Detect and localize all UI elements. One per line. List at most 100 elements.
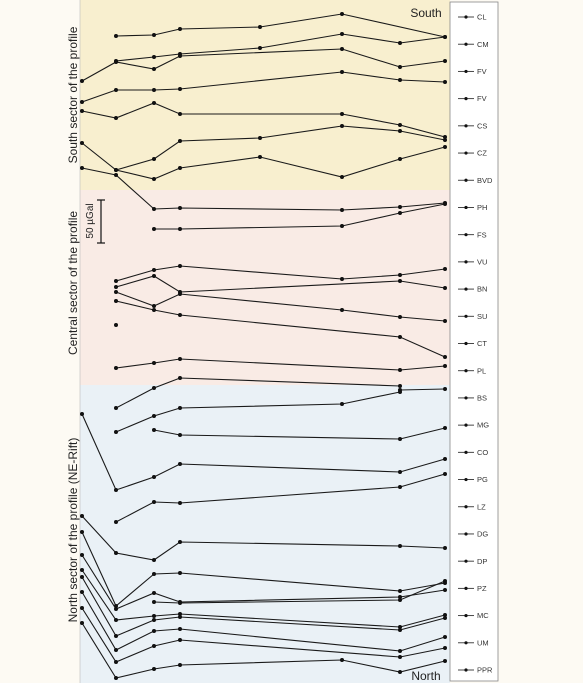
legend-entry: BVD	[458, 176, 493, 185]
data-point	[114, 660, 118, 664]
legend-label: FV	[477, 67, 487, 76]
data-point	[443, 646, 447, 650]
series-line	[115, 377, 401, 409]
data-point	[152, 629, 156, 633]
legend-marker	[464, 42, 468, 46]
data-point	[443, 145, 447, 149]
data-point	[398, 437, 402, 441]
series-line	[81, 554, 446, 610]
data-point	[443, 138, 447, 142]
series-24	[80, 553, 447, 611]
data-point	[398, 315, 402, 319]
legend-label: MC	[477, 611, 489, 620]
data-point	[152, 227, 156, 231]
legend-marker	[464, 586, 468, 590]
series-5	[80, 101, 447, 139]
legend-label: DP	[477, 557, 487, 566]
series-line	[115, 13, 446, 38]
central-sector-label: Central sector of the profile	[66, 211, 80, 355]
data-point	[443, 364, 447, 368]
data-point	[80, 568, 84, 572]
data-point	[178, 166, 182, 170]
data-point	[178, 501, 182, 505]
data-point	[114, 488, 118, 492]
data-point	[398, 628, 402, 632]
north-sector-band	[80, 385, 450, 683]
data-point	[398, 335, 402, 339]
data-point	[152, 600, 156, 604]
data-point	[80, 141, 84, 145]
data-point	[80, 621, 84, 625]
data-point	[398, 78, 402, 82]
data-point	[152, 177, 156, 181]
data-point	[340, 402, 344, 406]
legend-marker	[464, 369, 468, 373]
data-point	[443, 267, 447, 271]
legend-marker	[464, 559, 468, 563]
data-point	[398, 625, 402, 629]
data-point	[178, 112, 182, 116]
legend-marker	[464, 396, 468, 400]
legend-marker	[464, 287, 468, 291]
series-line	[115, 291, 446, 322]
legend-entry: CM	[458, 40, 489, 49]
data-point	[152, 500, 156, 504]
data-point	[114, 648, 118, 652]
data-point	[80, 79, 84, 83]
legend-label: PZ	[477, 584, 487, 593]
legend-entry: SU	[458, 312, 487, 321]
legend-entry: CL	[458, 13, 487, 22]
legend-label: DG	[477, 530, 488, 539]
data-point	[398, 129, 402, 133]
data-point	[114, 520, 118, 524]
data-point	[80, 100, 84, 104]
data-point	[80, 606, 84, 610]
data-point	[114, 290, 118, 294]
legend-entry: PL	[458, 366, 486, 375]
series-12	[114, 290, 447, 323]
data-point	[443, 135, 447, 139]
data-point	[80, 590, 84, 594]
data-point	[398, 123, 402, 127]
series-20	[80, 412, 447, 492]
data-point	[114, 279, 118, 283]
legend-entry: FV	[458, 67, 487, 76]
data-point	[114, 366, 118, 370]
data-point	[443, 355, 447, 359]
series-line	[81, 531, 446, 607]
north-end-label: North	[411, 669, 440, 683]
station-legend: CL CM FV FV CS CZ BVD PH FS VU BN SU CT PL BS MG CO PG LZ D…	[458, 13, 493, 675]
legend-marker	[464, 532, 468, 536]
legend-marker	[464, 260, 468, 264]
data-point	[258, 25, 262, 29]
legend-entry: FS	[458, 230, 487, 239]
data-point	[152, 268, 156, 272]
legend-marker	[464, 151, 468, 155]
series-line	[81, 142, 446, 180]
legend-entry: MG	[458, 421, 489, 430]
north-sector-label: North sector of the profile (NE-Rift)	[66, 438, 80, 623]
data-point	[152, 101, 156, 105]
data-point	[152, 386, 156, 390]
data-point	[258, 136, 262, 140]
data-point	[178, 206, 182, 210]
series-layer	[80, 12, 447, 680]
series-line	[81, 413, 446, 491]
legend-entry: BN	[458, 285, 487, 294]
legend-label: PG	[477, 475, 488, 484]
data-point	[178, 433, 182, 437]
series-line	[399, 388, 446, 391]
series-line	[81, 591, 446, 652]
legend-label: CL	[477, 13, 487, 22]
legend-label: CO	[477, 448, 488, 457]
data-point	[398, 41, 402, 45]
legend-box	[449, 1, 499, 682]
data-point	[114, 676, 118, 680]
data-point	[152, 618, 156, 622]
data-point	[443, 202, 447, 206]
data-point	[114, 88, 118, 92]
data-point	[340, 32, 344, 36]
legend-marker	[464, 233, 468, 237]
data-point	[152, 572, 156, 576]
